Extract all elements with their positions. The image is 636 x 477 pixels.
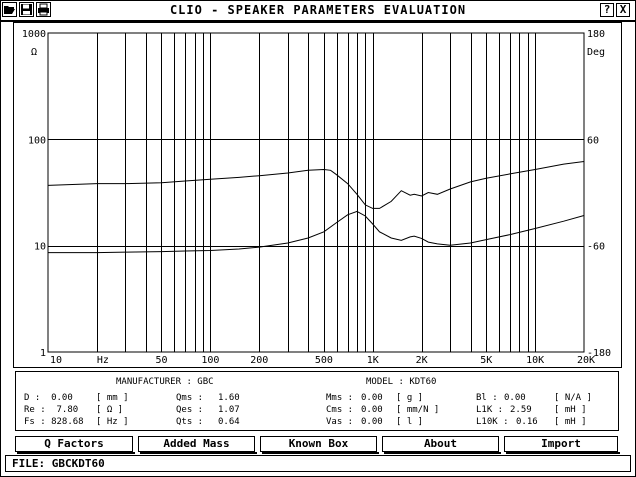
param-cms-label: Cms : bbox=[326, 405, 354, 415]
parameters-panel: MANUFACTURER : GBC MODEL : KDT60 D : 0.0… bbox=[15, 371, 619, 431]
param-qms-value: 1.60 bbox=[218, 393, 240, 403]
param-l1k-unit: [ mH ] bbox=[554, 405, 587, 415]
param-cms-value: 0.00 bbox=[361, 405, 383, 415]
param-bl-label: Bl : bbox=[476, 393, 498, 403]
param-re: Re : 7.80 bbox=[24, 405, 79, 415]
param-l10k-label: L10K : bbox=[476, 417, 509, 427]
param-bl-unit: [ N/A ] bbox=[554, 393, 592, 403]
button-row: Q Factors Added Mass Known Box About Imp… bbox=[15, 436, 621, 454]
printer-icon[interactable] bbox=[36, 2, 51, 17]
y-left-tick-label: 100 bbox=[28, 135, 46, 146]
about-button[interactable]: About bbox=[382, 436, 501, 454]
impedance-phase-chart: 10 50 100 200 500 1K 2K 5K 10K 20K Hz 1 10 100 1000 Ω 18… bbox=[22, 29, 611, 366]
impedance-graph-panel: 10 50 100 200 500 1K 2K 5K 10K 20K Hz 1 10 100 1000 Ω 18… bbox=[13, 22, 622, 368]
y-right-tick-label: -180 bbox=[587, 348, 611, 359]
q-factors-button[interactable]: Q Factors bbox=[15, 436, 135, 454]
file-name: GBCKDT60 bbox=[51, 457, 105, 470]
model-label: MODEL : KDT60 bbox=[366, 377, 437, 387]
title-bar: CLIO - SPEAKER PARAMETERS EVALUATION ? X bbox=[1, 1, 635, 22]
file-label: FILE: bbox=[12, 457, 46, 470]
param-qes-value: 1.07 bbox=[218, 405, 240, 415]
x-tick-label: 1K bbox=[367, 355, 379, 366]
param-l1k-value: 2.59 bbox=[510, 405, 532, 415]
y-right-tick-label: 180 bbox=[587, 29, 605, 40]
x-unit-label: Hz bbox=[97, 355, 109, 366]
manufacturer-label: MANUFACTURER : GBC bbox=[116, 377, 214, 387]
param-bl-value: 0.00 bbox=[504, 393, 526, 403]
param-re-unit: [ Ω ] bbox=[96, 405, 124, 415]
param-l10k-value: 0.16 bbox=[516, 417, 538, 427]
y-right-tick-label: 60 bbox=[587, 135, 599, 146]
help-button[interactable]: ? bbox=[600, 3, 614, 17]
param-qts-label: Qts : bbox=[176, 417, 204, 427]
import-button[interactable]: Import bbox=[504, 436, 620, 454]
param-fs: Fs : 828.68 bbox=[24, 417, 84, 427]
y-left-tick-label: 10 bbox=[34, 242, 46, 253]
param-vas-unit: [ l ] bbox=[396, 417, 424, 427]
x-tick-label: 2K bbox=[416, 355, 428, 366]
plot-area bbox=[47, 32, 585, 353]
param-qms-label: Qms : bbox=[176, 393, 204, 403]
known-box-button[interactable]: Known Box bbox=[260, 436, 379, 454]
x-tick-label: 500 bbox=[315, 355, 333, 366]
param-vas-label: Vas : bbox=[326, 417, 354, 427]
param-mms-value: 0.00 bbox=[361, 393, 383, 403]
added-mass-button[interactable]: Added Mass bbox=[138, 436, 257, 454]
param-d: D : 0.00 bbox=[24, 393, 73, 403]
y-right-tick-label: -60 bbox=[587, 242, 605, 253]
param-fs-unit: [ Hz ] bbox=[96, 417, 129, 427]
param-qts-value: 0.64 bbox=[218, 417, 240, 427]
param-qes-label: Qes : bbox=[176, 405, 204, 415]
param-mms-unit: [ g ] bbox=[396, 393, 424, 403]
window-title: CLIO - SPEAKER PARAMETERS EVALUATION bbox=[169, 3, 467, 17]
y-right-unit-label: Deg bbox=[587, 47, 605, 58]
x-tick-label: 10K bbox=[526, 355, 544, 366]
y-left-tick-label: 1 bbox=[40, 348, 46, 359]
x-tick-label: 50 bbox=[155, 355, 167, 366]
folder-open-icon[interactable] bbox=[2, 2, 17, 17]
status-bar: FILE: GBCKDT60 bbox=[5, 455, 631, 472]
impedance-curve bbox=[48, 210, 585, 254]
phase-curve bbox=[47, 161, 585, 209]
x-tick-label: 200 bbox=[250, 355, 268, 366]
x-tick-label: 5K bbox=[480, 355, 492, 366]
x-tick-label: 100 bbox=[201, 355, 219, 366]
floppy-disk-icon[interactable] bbox=[19, 2, 34, 17]
x-tick-label: 10 bbox=[50, 355, 62, 366]
close-button[interactable]: X bbox=[616, 3, 630, 17]
param-l1k-label: L1K : bbox=[476, 405, 504, 415]
param-mms-label: Mms : bbox=[326, 393, 354, 403]
param-d-unit: [ mm ] bbox=[96, 393, 129, 403]
param-cms-unit: [ mm/N ] bbox=[396, 405, 440, 415]
param-vas-value: 0.00 bbox=[361, 417, 383, 427]
y-left-tick-label: 1000 bbox=[22, 29, 46, 40]
param-l10k-unit: [ mH ] bbox=[554, 417, 587, 427]
x-tick-label: 20K bbox=[577, 355, 595, 366]
y-left-unit-label: Ω bbox=[31, 47, 37, 58]
